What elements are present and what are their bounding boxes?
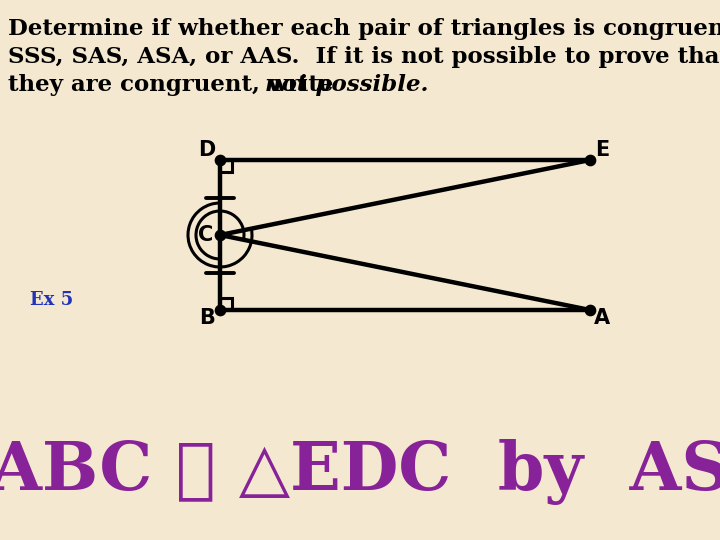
Text: △ABC ≅ △EDC  by  ASA: △ABC ≅ △EDC by ASA [0,439,720,505]
Text: not possible.: not possible. [265,74,428,96]
Text: Ex 5: Ex 5 [30,291,73,309]
Text: they are congruent, write: they are congruent, write [8,74,341,96]
Point [215,231,226,239]
Text: SSS, SAS, ASA, or AAS.  If it is not possible to prove that: SSS, SAS, ASA, or AAS. If it is not poss… [8,46,720,68]
Text: C: C [199,225,214,245]
Point [584,306,595,314]
Text: Determine if whether each pair of triangles is congruent by: Determine if whether each pair of triang… [8,18,720,40]
Point [215,306,226,314]
Point [584,156,595,164]
Text: D: D [199,140,215,160]
Text: E: E [595,140,609,160]
Text: B: B [199,308,215,328]
Point [215,156,226,164]
Text: A: A [594,308,610,328]
